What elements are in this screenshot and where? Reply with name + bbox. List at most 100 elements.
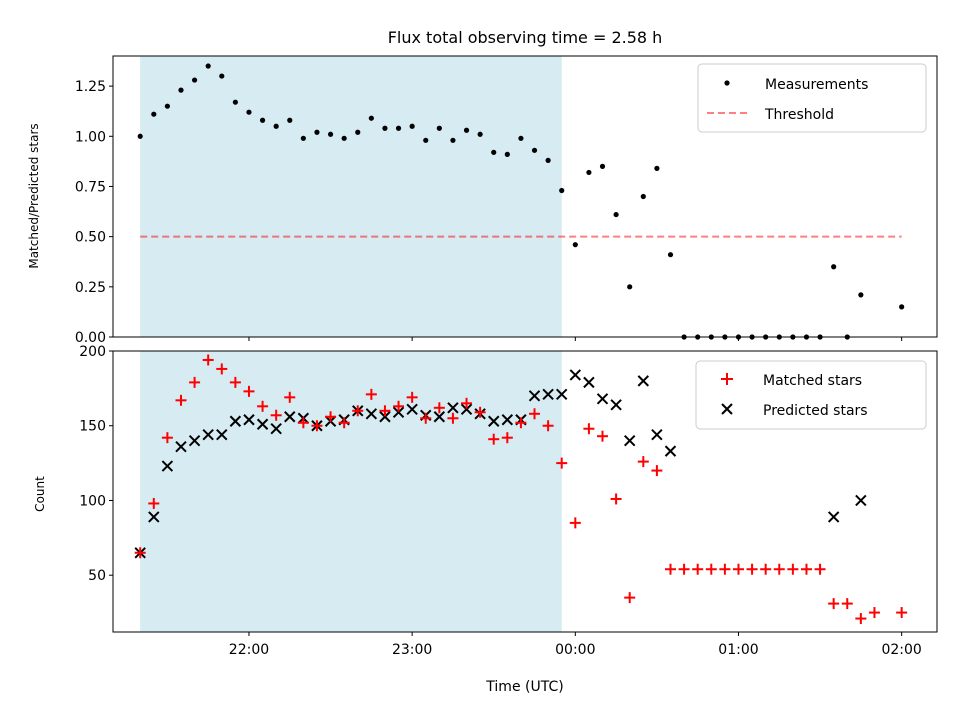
measurement-point xyxy=(314,129,320,135)
predicted-stars-point xyxy=(596,393,609,405)
matched-stars-point xyxy=(488,433,500,445)
predicted-stars-point xyxy=(664,445,677,457)
predicted-stars-point xyxy=(447,402,459,414)
x-axis-label: Time (UTC) xyxy=(485,679,563,695)
top-y-tick-label: 0.50 xyxy=(75,230,106,246)
matched-stars-point xyxy=(692,563,704,575)
matched-stars-point xyxy=(556,457,568,469)
measurement-point xyxy=(164,103,170,109)
chart-title: Flux total observing time = 2.58 h xyxy=(388,28,663,47)
predicted-stars-point xyxy=(284,411,296,423)
bottom-y-axis-label: Count xyxy=(33,476,47,512)
matched-stars-point xyxy=(610,493,622,505)
measurement-point xyxy=(899,304,905,310)
legend-label-matched: Matched stars xyxy=(763,373,862,389)
matched-stars-point xyxy=(705,563,717,575)
bottom-y-ticks: 50 100 150 200 xyxy=(79,344,113,584)
legend-label-threshold: Threshold xyxy=(764,107,834,123)
matched-stars-point xyxy=(760,563,772,575)
measurement-point xyxy=(287,117,293,123)
predicted-stars-point xyxy=(229,415,242,427)
matched-stars-point xyxy=(569,517,581,529)
predicted-stars-point xyxy=(610,399,622,411)
top-shaded-region xyxy=(140,56,562,337)
predicted-stars-point xyxy=(528,390,541,402)
predicted-stars-point xyxy=(175,440,187,453)
matched-stars-point xyxy=(284,391,296,403)
top-y-tick-label: 1.25 xyxy=(75,79,106,95)
predicted-stars-point xyxy=(161,460,174,472)
predicted-stars-point xyxy=(243,414,255,426)
measurement-point xyxy=(613,211,619,218)
matched-stars-point xyxy=(501,432,513,444)
measurement-point xyxy=(436,125,442,131)
top-y-tick-label: 0.25 xyxy=(75,280,106,296)
matched-stars-point xyxy=(624,592,636,604)
measurement-point xyxy=(531,147,538,153)
measurement-point xyxy=(205,63,211,69)
matched-stars-point xyxy=(447,412,459,424)
bottom-shaded-region xyxy=(140,351,562,632)
top-y-tick-label: 1.00 xyxy=(75,129,106,145)
measurement-point xyxy=(491,149,497,155)
measurement-point xyxy=(654,165,660,171)
predicted-stars-point xyxy=(392,406,405,418)
matched-stars-point xyxy=(542,420,554,432)
matched-stars-point xyxy=(406,391,418,403)
predicted-stars-point xyxy=(460,403,473,415)
measurement-point xyxy=(191,77,198,83)
x-tick-label: 22:00 xyxy=(229,642,269,658)
matched-stars-point xyxy=(161,432,173,444)
matched-stars-point xyxy=(651,465,663,477)
bottom-legend: Matched stars Predicted stars xyxy=(695,360,927,430)
predicted-stars-point xyxy=(365,408,378,420)
measurement-point xyxy=(341,135,347,141)
matched-stars-point xyxy=(365,388,377,400)
measurement-point xyxy=(178,87,184,93)
matched-stars-point xyxy=(148,497,160,509)
matched-stars-point xyxy=(175,394,187,406)
measurement-point xyxy=(151,111,157,117)
measurement-point xyxy=(545,157,551,163)
measurement-point xyxy=(572,242,578,248)
matched-stars-point xyxy=(474,406,486,418)
predicted-stars-point xyxy=(556,388,568,401)
measurement-point xyxy=(627,284,633,290)
matched-stars-point xyxy=(134,547,146,559)
measurement-point xyxy=(586,169,592,176)
matched-stars-point xyxy=(787,563,799,575)
matched-stars-point xyxy=(189,376,201,388)
predicted-stars-point xyxy=(855,494,867,507)
measurement-point xyxy=(382,125,388,131)
matched-stars-point xyxy=(311,420,323,432)
top-panel: 0.00 0.25 0.50 0.75 1.00 1.25 Flux total obse… xyxy=(27,28,938,346)
predicted-stars-point xyxy=(256,418,269,430)
top-plot-area xyxy=(137,63,905,340)
matched-stars-point xyxy=(841,598,853,610)
matched-stars-point xyxy=(773,563,785,575)
predicted-stars-point xyxy=(637,375,650,387)
top-x-ticks xyxy=(248,337,903,341)
matched-stars-point xyxy=(420,412,432,424)
legend-label-measurements: Measurements xyxy=(765,77,868,93)
predicted-stars-point xyxy=(583,376,595,389)
measurement-point xyxy=(463,127,470,133)
measurement-point xyxy=(300,135,306,141)
predicted-stars-point xyxy=(202,428,214,441)
legend-label-predicted: Predicted stars xyxy=(763,403,868,419)
matched-stars-point xyxy=(732,563,744,575)
measurement-point xyxy=(640,193,646,200)
legend-marker-predicted xyxy=(721,403,733,415)
matched-stars-point xyxy=(855,613,867,625)
matched-stars-point xyxy=(461,397,473,409)
top-y-ticks: 0.00 0.25 0.50 0.75 1.00 1.25 xyxy=(75,79,113,346)
bottom-y-tick-label: 200 xyxy=(79,344,106,360)
matched-stars-point xyxy=(896,607,908,619)
matched-stars-point xyxy=(243,385,255,397)
predicted-stars-point xyxy=(501,414,514,426)
bottom-axes-frame xyxy=(112,350,938,633)
bottom-panel: 50 100 150 200 22:00 23:00 00:00 01:00 02:00 Co… xyxy=(33,344,938,695)
measurement-point xyxy=(858,292,864,298)
matched-stars-point xyxy=(583,423,595,435)
